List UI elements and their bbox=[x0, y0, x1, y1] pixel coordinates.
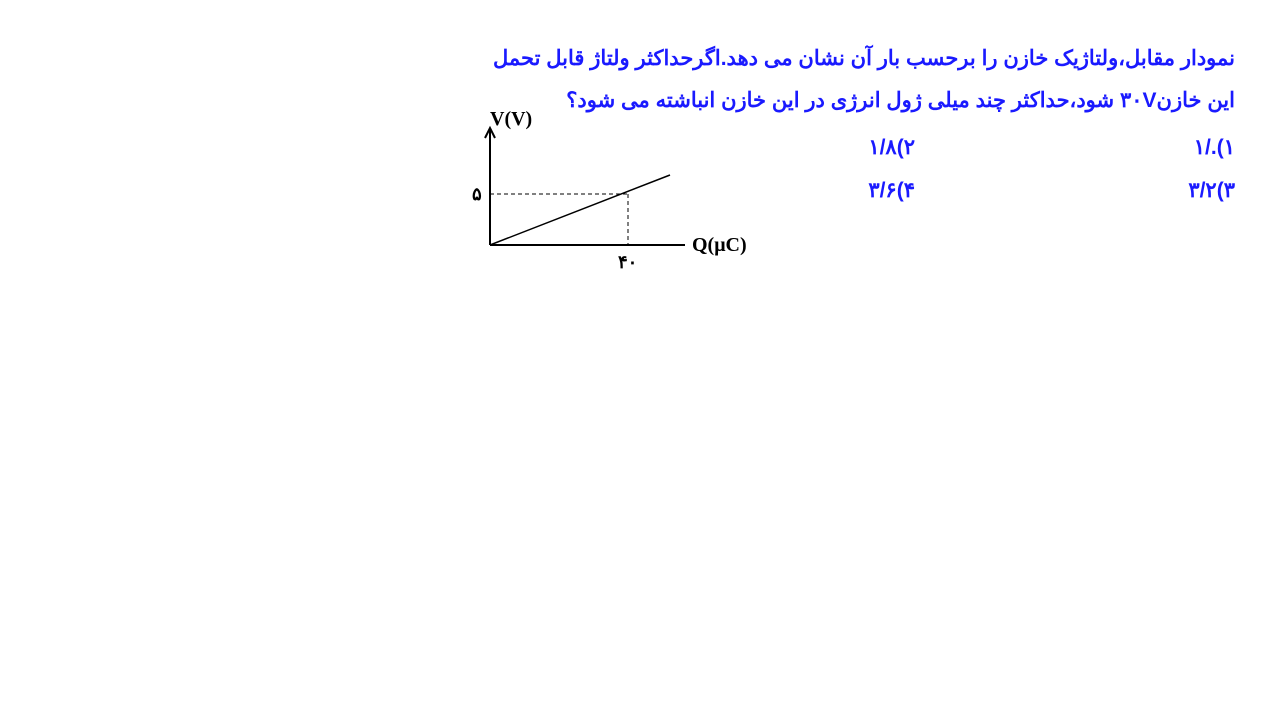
y-axis-label: V(V) bbox=[490, 108, 532, 131]
x-tick-label: ۴۰ bbox=[618, 252, 637, 273]
data-line bbox=[490, 175, 670, 245]
x-axis-label: Q(μC) bbox=[692, 234, 747, 257]
y-tick-label: ۵ bbox=[472, 184, 482, 205]
option-3: ۳)۳/۲ bbox=[1115, 178, 1235, 203]
question-line-1: نمودار مقابل،ولتاژیک خازن را برحسب بار آ… bbox=[445, 38, 1235, 80]
option-4: ۴)۳/۶ bbox=[795, 178, 915, 203]
option-1: ۱)./۱ bbox=[1115, 135, 1235, 160]
option-2: ۲)۱/۸ bbox=[795, 135, 915, 160]
voltage-charge-chart: V(V) Q(μC) ۵ ۴۰ bbox=[460, 110, 780, 280]
